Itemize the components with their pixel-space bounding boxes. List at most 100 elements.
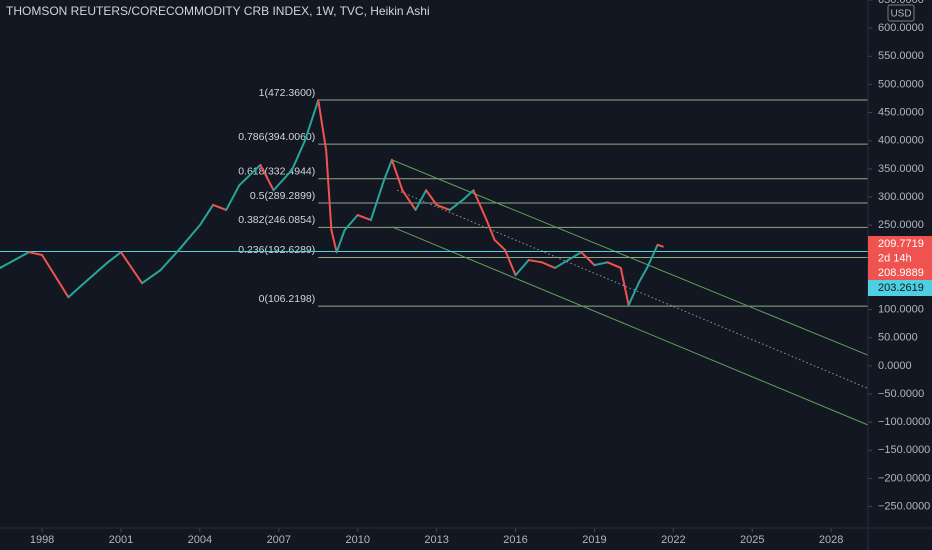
price-segment <box>225 184 241 211</box>
price-segment <box>304 99 320 142</box>
price-segment <box>461 189 475 201</box>
price-segment <box>335 229 346 254</box>
price-segment <box>448 198 464 211</box>
price-segment <box>330 229 338 254</box>
price-segment <box>259 163 275 192</box>
y-tick-label: 450.0000 <box>878 106 924 118</box>
x-tick-label: 1998 <box>30 534 54 546</box>
y-tick-label: −100.0000 <box>878 416 930 428</box>
price-segment <box>383 158 393 182</box>
price-segment <box>356 214 372 222</box>
price-segment <box>317 99 328 152</box>
price-label-box <box>868 265 932 280</box>
price-segment <box>401 189 417 211</box>
x-tick-label: 2001 <box>109 534 133 546</box>
y-tick-label: 600.0000 <box>878 22 924 34</box>
x-tick-label: 2025 <box>740 534 764 546</box>
price-segment <box>41 253 70 299</box>
price-segment <box>646 243 659 269</box>
price-segment <box>485 219 496 241</box>
y-tick-label: 250.0000 <box>878 219 924 231</box>
price-segment <box>325 149 333 232</box>
price-segment <box>414 189 428 211</box>
fib-label: 0(106.2198) <box>259 293 316 305</box>
y-tick-label: 650.0000 <box>878 0 924 6</box>
price-segment <box>390 158 404 192</box>
currency[interactable]: USD <box>890 9 911 20</box>
price-segment <box>106 251 122 264</box>
price-segment <box>656 243 664 248</box>
price-label: 203.2619 <box>878 282 924 294</box>
fib-label: 0.236(192.6289) <box>238 244 315 256</box>
price-segment <box>343 214 359 232</box>
price-segment <box>238 163 262 187</box>
price-segment <box>627 281 641 307</box>
price-segment <box>141 269 162 285</box>
price-segment <box>177 224 201 251</box>
price-label: 209.7719 <box>878 238 924 250</box>
y-tick-label: 50.0000 <box>878 332 918 344</box>
price-label-box <box>868 250 932 266</box>
fib-label: 0.5(289.2899) <box>250 190 315 202</box>
price-segment <box>540 261 556 269</box>
price-segment <box>159 248 180 272</box>
price-segment <box>425 189 438 206</box>
price-segment <box>198 203 215 227</box>
price-segment <box>0 251 30 269</box>
x-tick-label: 2010 <box>345 534 369 546</box>
price-segment <box>619 266 630 307</box>
chart-title: THOMSON REUTERS/CORECOMMODITY CRB INDEX,… <box>6 4 430 18</box>
price-segment <box>369 179 386 222</box>
y-tick-label: 500.0000 <box>878 78 924 90</box>
price-segment <box>567 251 583 262</box>
price-label-box <box>868 236 932 251</box>
x-tick-label: 2004 <box>188 534 212 546</box>
x-tick-label: 2019 <box>582 534 606 546</box>
price-segment <box>80 261 109 287</box>
price-label-box <box>868 280 932 296</box>
y-tick-label: 0.0000 <box>878 360 912 372</box>
price-segment <box>27 251 44 256</box>
price-segment <box>553 259 570 269</box>
price-label: 2d 14h <box>878 252 912 264</box>
price-segment <box>638 266 649 284</box>
price-segment <box>119 251 144 285</box>
price-segment <box>580 251 596 267</box>
price-segment <box>527 259 543 264</box>
price-segment <box>504 248 517 277</box>
y-tick-label: 550.0000 <box>878 50 924 62</box>
channel-line <box>391 226 869 426</box>
y-tick-label: 400.0000 <box>878 135 924 147</box>
channel-line <box>396 189 869 389</box>
y-tick-label: −200.0000 <box>878 472 930 484</box>
fib-label: 0.382(246.0854) <box>238 214 315 226</box>
x-tick-label: 2028 <box>819 534 843 546</box>
y-tick-label: −50.0000 <box>878 388 924 400</box>
price-segment <box>435 203 451 211</box>
y-tick-label: 300.0000 <box>878 191 924 203</box>
x-tick-label: 2022 <box>661 534 685 546</box>
fib-label: 0.786(394.0060) <box>238 131 315 143</box>
fib-label: 1(472.3600) <box>259 87 316 99</box>
plot: 1(472.3600)0.786(394.0060)0.618(332.4944… <box>0 87 869 426</box>
price-segment <box>493 238 507 251</box>
price-segment <box>472 189 488 222</box>
grid <box>41 0 872 532</box>
price-segment <box>593 261 609 267</box>
x-tick-label: 2013 <box>424 534 448 546</box>
price-segment <box>212 203 228 211</box>
y-tick-label: 100.0000 <box>878 304 924 316</box>
x-tick-label: 2007 <box>267 534 291 546</box>
price-segment <box>272 168 293 192</box>
price-segment <box>290 139 307 171</box>
currency-box[interactable] <box>887 4 915 22</box>
axes: 650.0000 600.0000 550.0000 500.0000 450.0000… <box>30 0 932 546</box>
y-tick-label: −250.0000 <box>878 501 930 513</box>
price-segment <box>514 259 530 277</box>
x-tick-label: 2016 <box>503 534 527 546</box>
price-segment <box>67 284 83 299</box>
y-tick-label: 350.0000 <box>878 163 924 175</box>
y-tick-label: −150.0000 <box>878 444 930 456</box>
